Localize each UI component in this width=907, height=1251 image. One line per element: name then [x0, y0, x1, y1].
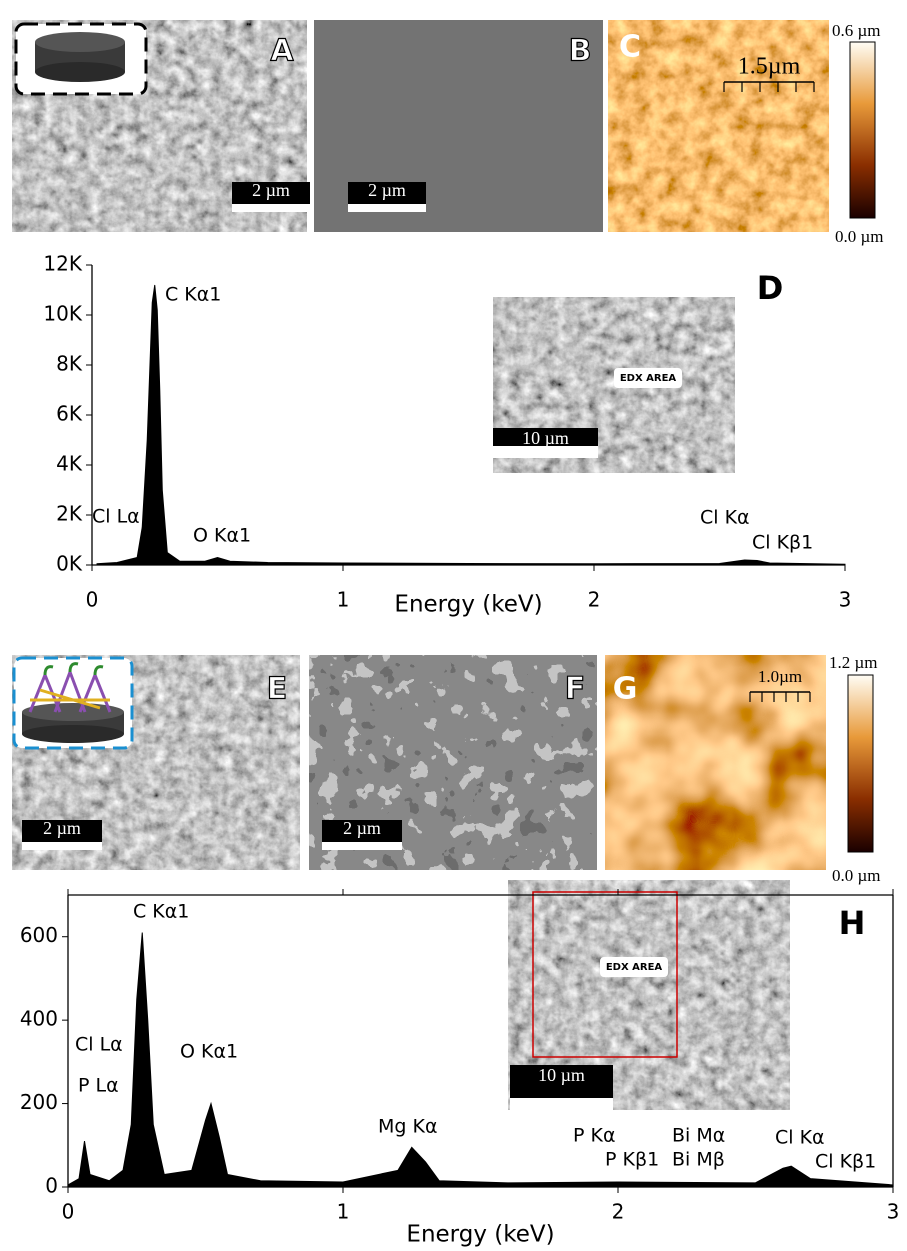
y-tick-label: 10K [43, 302, 82, 326]
x-tick-label: 0 [86, 588, 99, 612]
panel-label: E [267, 672, 288, 707]
y-tick-label: 2K [56, 502, 83, 526]
y-tick-label: 12K [43, 252, 82, 276]
scale-bar [348, 204, 426, 212]
y-tick-label: 200 [20, 1090, 58, 1114]
y-tick-label: 6K [56, 402, 83, 426]
icon-substrate [16, 24, 146, 94]
peak-label: Cl Kβ1 [815, 1151, 876, 1173]
icon-modified-substrate [14, 658, 132, 748]
peak-label: Bi Mβ [672, 1149, 725, 1171]
panel-label: C [619, 30, 641, 65]
scale-bar [22, 842, 102, 850]
scale-bar-label: 10 µm [522, 428, 569, 448]
colorbar-max: 1.2 µm [829, 653, 878, 672]
panel-label: H [839, 904, 866, 942]
x-tick-label: 3 [887, 1200, 900, 1224]
scale-bar [510, 1098, 613, 1110]
y-tick-label: 0 [45, 1174, 58, 1198]
scale-bar [232, 204, 310, 212]
peak-label: O Kα1 [180, 1041, 238, 1063]
y-tick-label: 0K [56, 552, 83, 576]
peak-label: C Kα1 [133, 901, 189, 923]
colorbar-min: 0.0 µm [832, 866, 881, 885]
inset-label: EDX AREA [606, 962, 663, 973]
peak-label: Bi Mα [672, 1125, 725, 1147]
scale-bar-label: 1.5µm [738, 54, 801, 80]
scale-bar-label: 1.0µm [758, 667, 802, 686]
peak-label: Cl Kβ1 [752, 532, 813, 554]
y-tick-label: 600 [20, 923, 58, 947]
scale-bar-label: 10 µm [538, 1065, 585, 1085]
scale-bar-label: 2 µm [43, 818, 81, 838]
peak-label: P Kβ1 [605, 1149, 659, 1171]
x-axis-label: Energy (keV) [394, 592, 542, 618]
panel-label: F [565, 672, 586, 707]
inset-label: EDX AREA [620, 373, 677, 384]
x-tick-label: 1 [337, 588, 350, 612]
panel-label: B [569, 34, 592, 69]
x-tick-label: 2 [612, 1200, 625, 1224]
colorbar-max: 0.6 µm [832, 21, 881, 40]
peak-label: Cl Lα [92, 506, 140, 528]
x-tick-label: 3 [839, 588, 852, 612]
colorbar [848, 675, 873, 852]
figure: A 2 µm B 2 µm C 1.5µm 0.6 µm 0.0 µm E 2 µm F 2 µm G 1… [0, 0, 907, 1251]
panel-label: A [270, 34, 294, 69]
colorbar [850, 42, 875, 218]
x-tick-label: 0 [62, 1200, 75, 1224]
peak-label: P Lα [78, 1075, 119, 1097]
panel-label: G [613, 672, 638, 707]
peak-label: Cl Kα [775, 1127, 825, 1149]
peak-label: O Kα1 [193, 525, 251, 547]
peak-label: Cl Lα [75, 1034, 123, 1056]
y-tick-label: 400 [20, 1007, 58, 1031]
x-axis-label: Energy (keV) [406, 1222, 554, 1248]
y-tick-label: 8K [56, 352, 83, 376]
panel-label: D [757, 269, 784, 307]
peak-label: P Kα [573, 1125, 615, 1147]
x-tick-label: 2 [588, 588, 601, 612]
peak-label: Mg Kα [378, 1116, 437, 1138]
colorbar-min: 0.0 µm [835, 227, 884, 246]
afm-image [608, 20, 829, 232]
peak-label: C Kα1 [165, 284, 221, 306]
peak-label: Cl Kα [700, 507, 750, 529]
scale-bar [322, 842, 402, 850]
scale-bar-label: 2 µm [252, 180, 290, 200]
afm-image [605, 655, 826, 870]
scale-bar-label: 2 µm [368, 180, 406, 200]
x-tick-label: 1 [337, 1200, 350, 1224]
scale-bar-label: 2 µm [343, 818, 381, 838]
y-tick-label: 4K [56, 452, 83, 476]
